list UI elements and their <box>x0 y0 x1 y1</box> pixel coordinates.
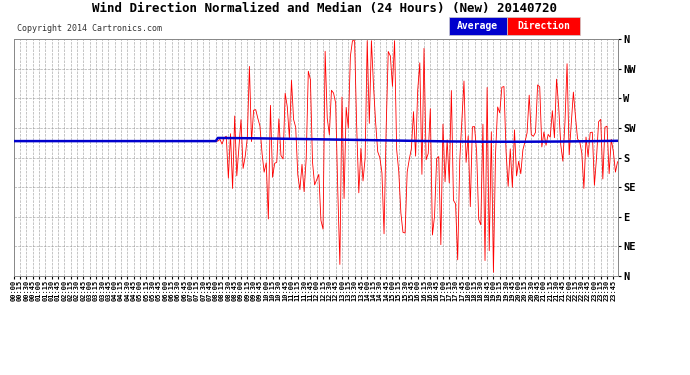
Text: Direction: Direction <box>517 21 570 31</box>
Text: Average: Average <box>457 21 498 31</box>
Text: Copyright 2014 Cartronics.com: Copyright 2014 Cartronics.com <box>17 24 162 33</box>
Text: Wind Direction Normalized and Median (24 Hours) (New) 20140720: Wind Direction Normalized and Median (24… <box>92 2 557 15</box>
